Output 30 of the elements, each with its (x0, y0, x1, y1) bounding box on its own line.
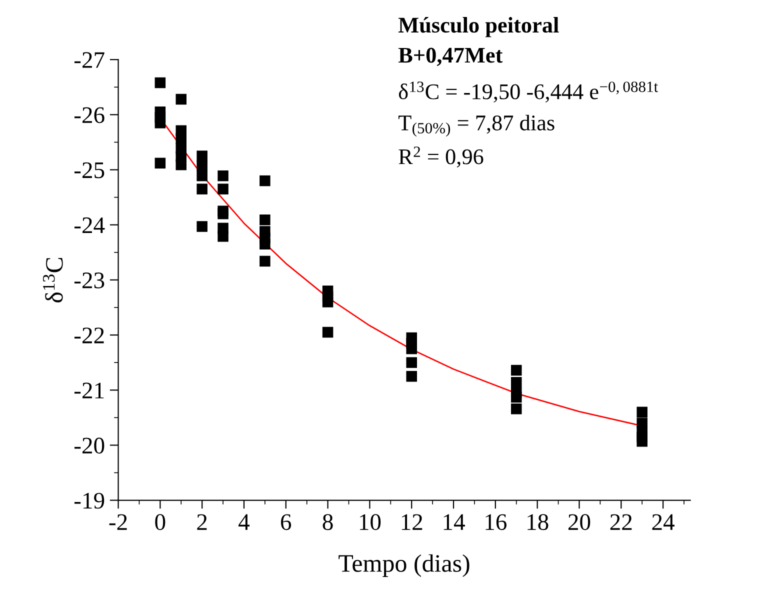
x-tick-label: 12 (402, 514, 422, 530)
y-tick-label: -25 (74, 162, 104, 178)
x-tick-label: 6 (281, 514, 292, 530)
x-tick-label: 14 (444, 514, 465, 530)
annotation: δ$^{13}$C = -19,50 -6,444 e$^{−0,0881t}$ (398, 82, 658, 102)
y-tick-label: -26 (74, 107, 104, 124)
chart-subtitle: B+0,47Met (398, 48, 503, 66)
x-tick-label: 8 (322, 514, 333, 530)
x-tick-label: 0 (155, 514, 166, 530)
x-axis-title: Tempo (dias) (338, 554, 470, 577)
y-axis-title: δ$^{13}$C (42, 258, 63, 302)
x-tick-label: 10 (360, 514, 381, 530)
y-tick-label: -23 (74, 272, 104, 288)
x-tick-label: 16 (486, 514, 507, 530)
x-tick-label: 20 (568, 514, 590, 530)
annotation: R$^{2}$ = 0,96 (398, 146, 484, 168)
x-tick-label: 18 (528, 514, 548, 530)
y-tick-label: -27 (74, 52, 104, 68)
x-tick-label: 24 (652, 514, 674, 530)
x-tick-label: -2 (109, 514, 127, 530)
x-tick-label: 22 (610, 514, 632, 530)
y-tick-label: -22 (74, 328, 104, 344)
y-tick-label: -20 (74, 438, 104, 454)
x-tick-label: 4 (238, 514, 250, 530)
x-tick-label: 2 (197, 514, 207, 530)
y-tick-label: -19 (74, 492, 104, 509)
y-tick-label: -21 (74, 382, 104, 398)
annotation: T$_{(50%)}$ = 7,87 dias (398, 114, 554, 137)
y-tick-label: -24 (74, 217, 105, 234)
chart-title: Músculo peitoral (398, 17, 559, 38)
